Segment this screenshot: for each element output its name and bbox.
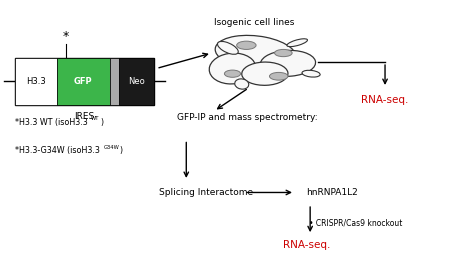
Text: G34W: G34W [104,145,120,150]
Ellipse shape [209,53,256,84]
FancyBboxPatch shape [57,58,110,105]
FancyBboxPatch shape [15,58,154,105]
Text: *: * [63,30,69,43]
Text: GFP: GFP [74,77,93,86]
Text: Isogenic cell lines: Isogenic cell lines [214,17,294,27]
Text: ): ) [101,118,104,127]
Ellipse shape [235,79,249,89]
Ellipse shape [215,35,296,71]
Text: IRES: IRES [74,112,95,121]
Text: • CRISPR/Cas9 knockout: • CRISPR/Cas9 knockout [309,219,402,228]
FancyBboxPatch shape [15,58,57,105]
Ellipse shape [260,50,316,76]
Ellipse shape [242,62,288,85]
Text: H3.3: H3.3 [26,77,46,86]
Text: *H3.3-G34W (isoH3.3: *H3.3-G34W (isoH3.3 [15,146,100,155]
Text: WT: WT [91,116,99,121]
Ellipse shape [274,49,292,57]
Ellipse shape [237,41,256,49]
Text: ): ) [119,146,122,155]
Ellipse shape [287,39,307,47]
Text: Splicing Interactome: Splicing Interactome [159,188,252,197]
Ellipse shape [302,70,320,77]
Ellipse shape [225,70,240,77]
Text: hnRNPA1L2: hnRNPA1L2 [306,188,358,197]
Ellipse shape [218,41,238,54]
Text: RNA-seq.: RNA-seq. [283,240,330,250]
FancyBboxPatch shape [110,58,119,105]
FancyBboxPatch shape [119,58,154,105]
Text: Neo: Neo [128,77,145,86]
Text: RNA-seq.: RNA-seq. [361,94,409,104]
Ellipse shape [270,72,288,80]
Text: GFP-IP and mass spectrometry:: GFP-IP and mass spectrometry: [177,113,318,122]
Text: *H3.3 WT (isoH3.3: *H3.3 WT (isoH3.3 [15,118,88,127]
